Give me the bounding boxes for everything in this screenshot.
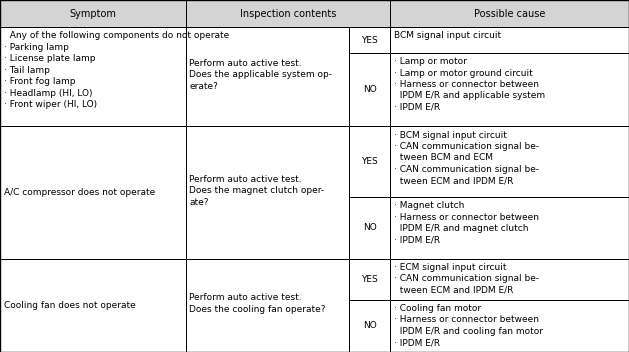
Text: Inspection contents: Inspection contents [240,8,336,19]
Text: Perform auto active test.
Does the cooling fan operate?: Perform auto active test. Does the cooli… [189,293,326,314]
Bar [390,27,629,53]
Text: NO: NO [363,224,376,232]
Bar [390,53,629,126]
Bar [349,27,390,53]
Bar [349,53,390,126]
Text: YES: YES [361,275,378,284]
Text: YES: YES [361,36,378,44]
Bar [349,197,390,259]
Bar [186,27,349,126]
Text: · Lamp or motor
· Lamp or motor ground circuit
· Harness or connector between
  : · Lamp or motor · Lamp or motor ground c… [394,57,545,112]
Bar [390,197,629,259]
Text: BCM signal input circuit: BCM signal input circuit [394,31,501,40]
Bar [390,0,629,27]
Bar [390,300,629,352]
Text: YES: YES [361,157,378,166]
Bar [349,259,390,300]
Text: NO: NO [363,321,376,331]
Text: A/C compressor does not operate: A/C compressor does not operate [4,188,155,197]
Text: · Cooling fan motor
· Harness or connector between
  IPDM E/R and cooling fan mo: · Cooling fan motor · Harness or connect… [394,304,543,347]
Bar [349,300,390,352]
Text: Perform auto active test.
Does the magnet clutch oper-
ate?: Perform auto active test. Does the magne… [189,175,325,207]
Bar [0,0,186,27]
Text: · ECM signal input circuit
· CAN communication signal be-
  tween ECM and IPDM E: · ECM signal input circuit · CAN communi… [394,263,539,295]
Text: Cooling fan does not operate: Cooling fan does not operate [4,301,135,310]
Bar [186,0,390,27]
Bar [186,259,349,352]
Bar [0,126,186,259]
Bar [390,259,629,300]
Text: Any of the following components do not operate
· Parking lamp
· License plate la: Any of the following components do not o… [4,31,229,109]
Bar [0,259,186,352]
Bar [390,126,629,197]
Text: Symptom: Symptom [69,8,116,19]
Bar [186,126,349,259]
Bar [349,126,390,197]
Text: Possible cause: Possible cause [474,8,545,19]
Text: · BCM signal input circuit
· CAN communication signal be-
  tween BCM and ECM
· : · BCM signal input circuit · CAN communi… [394,131,539,186]
Text: · Magnet clutch
· Harness or connector between
  IPDM E/R and magnet clutch
· IP: · Magnet clutch · Harness or connector b… [394,201,539,245]
Text: Perform auto active test.
Does the applicable system op-
erate?: Perform auto active test. Does the appli… [189,59,332,91]
Text: NO: NO [363,85,376,94]
Bar [0,27,186,126]
